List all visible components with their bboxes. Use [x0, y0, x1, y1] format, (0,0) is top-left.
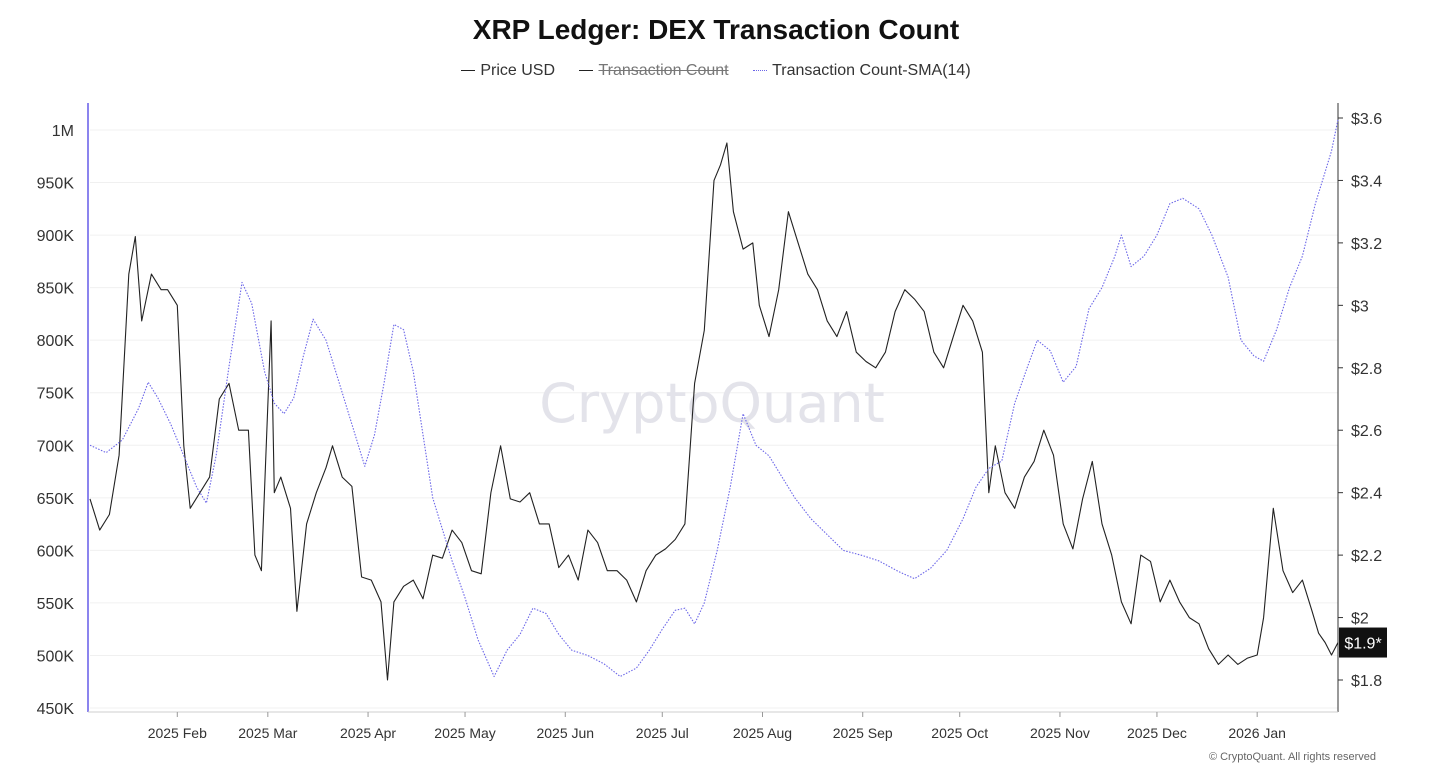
y-right-tick-label: $3	[1351, 298, 1369, 315]
current-price-badge	[1339, 627, 1387, 658]
legend: Price USD Transaction Count Transaction …	[0, 62, 1432, 80]
legend-line-icon	[461, 70, 476, 72]
x-tick-label: 2025 Feb	[148, 725, 207, 741]
legend-item-sma[interactable]: Transaction Count-SMA(14)	[753, 62, 971, 80]
y-right-tick-label: $3.6	[1351, 111, 1382, 128]
y-right-tick-label: $2	[1351, 611, 1369, 628]
sma-line	[89, 119, 1339, 678]
y-left-tick-label: 950K	[37, 176, 75, 193]
legend-item-price[interactable]: Price USD	[461, 62, 555, 80]
x-tick-label: 2025 Jul	[636, 725, 689, 741]
current-price-label: $1.9*	[1344, 636, 1381, 653]
legend-label: Price USD	[480, 62, 556, 79]
y-left-tick-label: 700K	[37, 438, 75, 455]
y-left-tick-label: 800K	[37, 333, 75, 350]
y-left-tick-label: 750K	[37, 386, 75, 403]
y-left-tick-label: 450K	[37, 701, 75, 718]
y-right-tick-label: $3.2	[1351, 236, 1382, 253]
y-right-tick-label: $2.8	[1351, 361, 1382, 378]
legend-label: Transaction Count-SMA(14)	[772, 62, 971, 79]
x-tick-label: 2025 Jun	[536, 725, 594, 741]
y-left-tick-label: 600K	[37, 543, 75, 560]
price-line	[89, 142, 1339, 681]
x-tick-label: 2025 Aug	[733, 725, 792, 741]
y-left-tick-label: 850K	[37, 281, 75, 298]
y-right-tick-label: $3.4	[1351, 173, 1382, 190]
x-tick-label: 2025 Apr	[340, 725, 396, 741]
x-tick-label: 2025 Sep	[833, 725, 893, 741]
copyright-footer: © CryptoQuant. All rights reserved	[1208, 751, 1376, 763]
y-left-tick-label: 900K	[37, 228, 75, 245]
chart-title: XRP Ledger: DEX Transaction Count	[472, 14, 960, 45]
x-tick-label: 2025 Mar	[238, 725, 297, 741]
x-tick-label: 2026 Jan	[1228, 725, 1286, 741]
y-right-tick-label: $2.2	[1351, 548, 1382, 565]
y-left-tick-label: 500K	[37, 648, 75, 665]
watermark: CryptoQuant	[539, 372, 885, 435]
y-right-tick-label: $1.8	[1351, 673, 1382, 690]
x-tick-label: 2025 Dec	[1127, 725, 1187, 741]
x-tick-label: 2025 Oct	[931, 725, 988, 741]
y-left-tick-label: 550K	[37, 596, 75, 613]
legend-item-transaction-count[interactable]: Transaction Count	[579, 62, 729, 80]
x-tick-label: 2025 Nov	[1030, 725, 1090, 741]
x-tick-label: 2025 May	[434, 725, 495, 741]
y-left-tick-label: 1M	[52, 123, 74, 140]
legend-dotted-line-icon	[753, 70, 768, 72]
y-right-tick-label: $2.4	[1351, 486, 1382, 503]
y-right-tick-label: $2.6	[1351, 423, 1382, 440]
legend-line-icon	[579, 70, 594, 72]
y-left-tick-label: 650K	[37, 491, 75, 508]
legend-label: Transaction Count	[598, 62, 729, 79]
